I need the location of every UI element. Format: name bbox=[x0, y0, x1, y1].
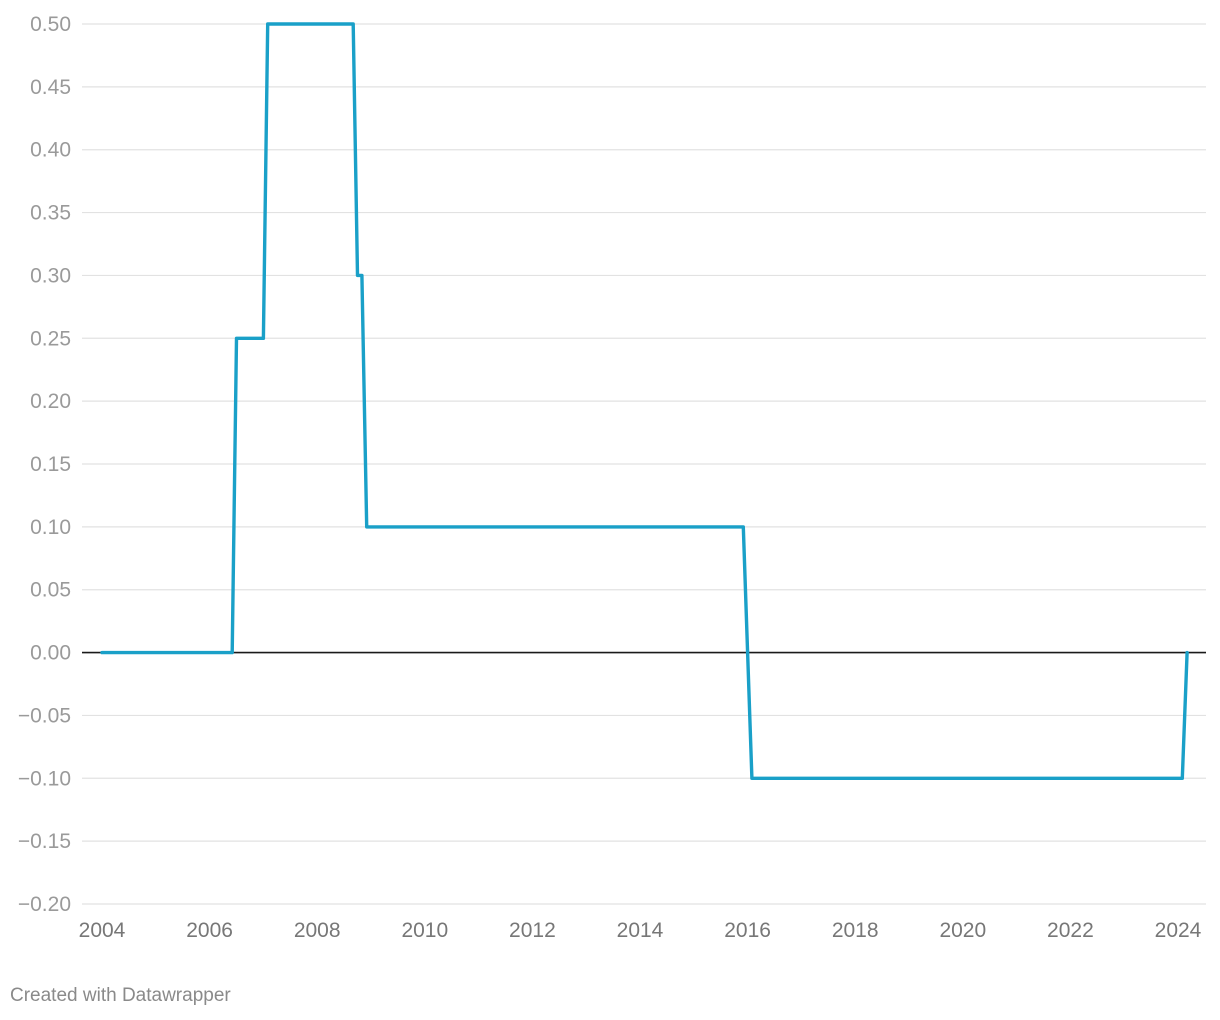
y-tick-label: −0.15 bbox=[18, 830, 71, 853]
line-chart: 0.50 0.45 0.40 0.35 0.30 0.25 0.20 0.15 0.10 0.05… bbox=[18, 13, 1206, 942]
gridlines bbox=[82, 23, 1206, 905]
x-axis: 2004 2006 2008 2010 2012 2014 2016 2018 2020 2022… bbox=[79, 919, 1202, 942]
y-tick-label: −0.10 bbox=[18, 767, 71, 790]
y-tick-label: 0.00 bbox=[30, 642, 71, 665]
y-tick-label: 0.35 bbox=[30, 202, 71, 225]
chart-area: 0.50 0.45 0.40 0.35 0.30 0.25 0.20 0.15 0.10 0.05… bbox=[18, 13, 1206, 942]
y-tick-label: 0.50 bbox=[30, 13, 71, 36]
x-tick-label: 2012 bbox=[509, 919, 556, 942]
y-tick-label: −0.05 bbox=[18, 704, 71, 727]
y-tick-label: 0.05 bbox=[30, 579, 71, 602]
x-tick-label: 2018 bbox=[832, 919, 879, 942]
y-tick-label: 0.25 bbox=[30, 327, 71, 350]
y-tick-label: −0.20 bbox=[18, 893, 71, 916]
series-layer bbox=[100, 22, 1189, 780]
x-tick-label: 2016 bbox=[724, 919, 771, 942]
y-tick-label: 0.40 bbox=[30, 139, 71, 162]
x-tick-label: 2022 bbox=[1047, 919, 1094, 942]
x-tick-label: 2024 bbox=[1155, 919, 1202, 942]
series-line bbox=[100, 22, 1189, 780]
x-tick-label: 2004 bbox=[79, 919, 126, 942]
x-tick-label: 2008 bbox=[294, 919, 341, 942]
x-tick-label: 2010 bbox=[401, 919, 448, 942]
y-tick-label: 0.45 bbox=[30, 76, 71, 99]
footer-credit[interactable]: Created with Datawrapper bbox=[10, 985, 231, 1006]
x-tick-label: 2014 bbox=[617, 919, 664, 942]
y-tick-label: 0.30 bbox=[30, 264, 71, 287]
y-tick-label: 0.15 bbox=[30, 453, 71, 476]
x-tick-label: 2020 bbox=[939, 919, 986, 942]
y-tick-label: 0.20 bbox=[30, 390, 71, 413]
x-tick-label: 2006 bbox=[186, 919, 233, 942]
y-axis: 0.50 0.45 0.40 0.35 0.30 0.25 0.20 0.15 0.10 0.05… bbox=[18, 13, 71, 916]
y-tick-label: 0.10 bbox=[30, 516, 71, 539]
